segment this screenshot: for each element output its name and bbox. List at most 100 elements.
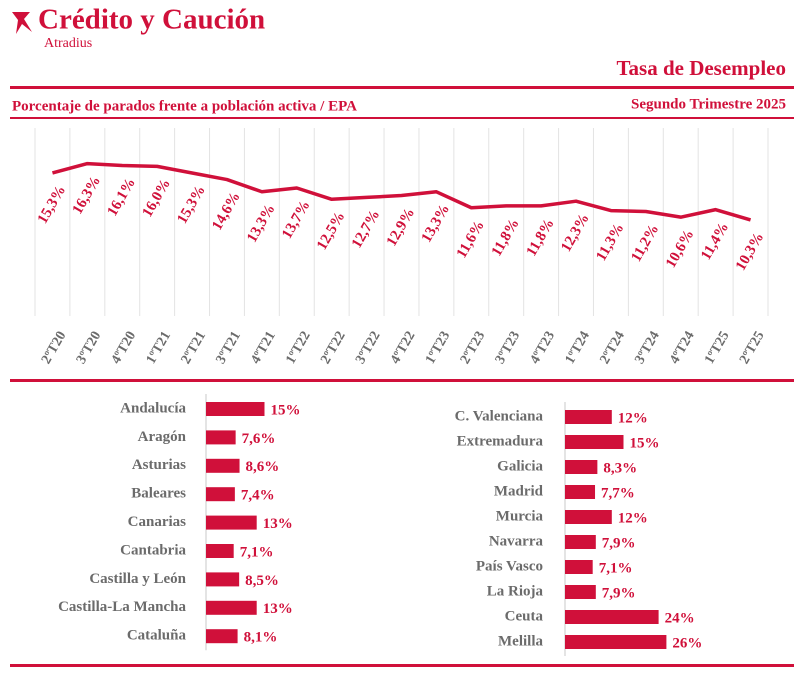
rule <box>10 379 794 382</box>
data-label: 13% <box>263 516 293 532</box>
data-label: 11,2% <box>628 222 662 265</box>
x-tick-label: 4ºT24 <box>667 329 697 367</box>
bar <box>565 610 659 624</box>
data-label: 13% <box>263 601 293 617</box>
rule <box>10 86 794 89</box>
data-label: 7,7% <box>601 485 635 501</box>
bar <box>206 515 257 530</box>
subtitle: Porcentaje de parados frente a población… <box>12 98 357 114</box>
x-tick-label: 4ºT22 <box>388 329 418 367</box>
logo-icon <box>12 12 32 34</box>
data-label: 16,0% <box>139 176 173 220</box>
data-label: 10,3% <box>733 230 767 274</box>
data-label: 8,3% <box>603 460 637 476</box>
data-label: 15% <box>630 435 660 451</box>
x-tick-label: 1ºT22 <box>283 329 313 367</box>
data-label: 11,8% <box>524 216 558 259</box>
data-label: 15,3% <box>174 183 208 227</box>
data-label: 16,1% <box>105 175 139 219</box>
category-label: Baleares <box>131 486 186 502</box>
data-label: 7,4% <box>241 488 275 504</box>
bar <box>206 487 235 502</box>
data-label: 7,1% <box>599 560 633 576</box>
category-label: Castilla y León <box>89 571 186 587</box>
x-tick-label: 1ºT21 <box>144 329 174 367</box>
category-label: Andalucía <box>120 400 186 416</box>
x-tick-label: 2ºT20 <box>39 329 69 367</box>
x-tick-label: 2ºT25 <box>737 329 767 367</box>
data-label: 12% <box>618 410 648 426</box>
data-label: 11,6% <box>454 218 488 261</box>
category-label: Extremadura <box>457 433 544 449</box>
category-label: Navarra <box>489 533 544 549</box>
rule <box>10 664 794 667</box>
data-label: 12,9% <box>384 205 418 249</box>
data-label: 7,6% <box>242 431 276 447</box>
category-label: Galicia <box>497 458 543 474</box>
bar <box>206 629 238 644</box>
bar <box>565 535 596 549</box>
category-label: Aragón <box>138 429 187 445</box>
category-label: Cantabria <box>120 542 186 558</box>
x-tick-label: 1ºT23 <box>423 329 453 367</box>
x-tick-label: 4ºT23 <box>528 329 558 367</box>
data-label: 12,3% <box>558 211 592 255</box>
title: Tasa de Desempleo <box>616 56 786 80</box>
data-label: 11,3% <box>593 221 627 264</box>
data-label: 14,6% <box>209 189 243 233</box>
data-label: 7,9% <box>602 535 636 551</box>
x-tick-label: 1ºT25 <box>702 329 732 367</box>
x-tick-label: 3ºT21 <box>213 329 243 367</box>
period: Segundo Trimestre 2025 <box>631 96 786 112</box>
x-tick-label: 3ºT20 <box>74 329 104 367</box>
bar <box>206 430 236 445</box>
x-tick-label: 3ºT23 <box>493 329 523 367</box>
category-label: Madrid <box>494 483 544 499</box>
data-label: 7,9% <box>602 585 636 601</box>
x-tick-label: 2ºT24 <box>597 329 627 367</box>
category-label: Ceuta <box>505 608 544 624</box>
data-label: 11,4% <box>698 220 732 263</box>
line <box>51 161 752 222</box>
data-label: 11,8% <box>489 216 523 259</box>
category-label: C. Valenciana <box>455 408 544 424</box>
sub-brand: Atradius <box>44 36 92 51</box>
category-label: País Vasco <box>476 558 543 574</box>
bar <box>206 458 240 473</box>
bar <box>206 600 257 615</box>
data-label: 24% <box>665 610 695 626</box>
bar <box>565 635 667 649</box>
category-label: Melilla <box>498 633 543 649</box>
x-tick-label: 4ºT20 <box>109 329 139 367</box>
bar <box>206 544 234 558</box>
bar <box>565 460 598 474</box>
data-label: 13,7% <box>279 198 313 242</box>
x-tick-label: 3ºT22 <box>353 329 383 367</box>
x-tick-label: 2ºT22 <box>318 329 348 367</box>
data-label: 15% <box>271 402 301 418</box>
data-label: 15,3% <box>35 183 69 227</box>
data-label: 10,6% <box>663 227 697 271</box>
bar <box>206 572 240 587</box>
data-label: 12,5% <box>314 209 348 253</box>
x-tick-label: 1ºT24 <box>563 329 593 367</box>
x-tick-label: 3ºT24 <box>632 329 662 367</box>
data-label: 8,1% <box>244 630 278 646</box>
x-tick-label: 4ºT21 <box>248 329 278 367</box>
category-label: Asturias <box>132 457 186 473</box>
data-label: 12,7% <box>349 207 383 251</box>
bar <box>565 585 596 599</box>
bar <box>565 435 624 449</box>
bar <box>206 402 265 416</box>
category-label: Canarias <box>128 514 187 530</box>
brand: Crédito y Caución <box>38 4 265 36</box>
data-label: 16,3% <box>70 173 104 217</box>
bar <box>565 560 593 574</box>
data-label: 8,5% <box>245 573 279 589</box>
data-label: 26% <box>672 635 702 651</box>
x-tick-label: 2ºT21 <box>179 329 209 367</box>
data-label: 7,1% <box>240 544 274 560</box>
data-label: 8,6% <box>246 459 280 475</box>
category-label: Cataluña <box>127 628 187 644</box>
